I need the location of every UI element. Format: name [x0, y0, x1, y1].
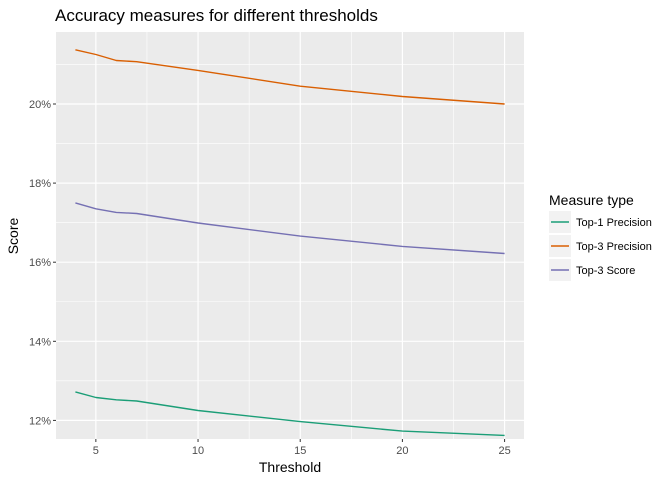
x-tick-label: 25	[498, 445, 510, 457]
legend-label-top-3-precision: Top-3 Precision	[576, 241, 652, 253]
legend-title: Measure type	[549, 192, 634, 208]
chart-title: Accuracy measures for different threshol…	[55, 6, 378, 25]
x-axis-title: Threshold	[259, 459, 321, 475]
series-line-top-1-precision	[75, 391, 505, 437]
x-tick-label: 10	[192, 445, 204, 457]
x-tick-label: 15	[294, 445, 306, 457]
x-axis: 5 10 15 20 25	[93, 439, 511, 457]
series-lines	[75, 49, 505, 437]
legend-label-top-3-score: Top-3 Score	[576, 265, 635, 277]
x-tick-label: 20	[396, 445, 408, 457]
series-line-top-3-score	[75, 202, 505, 255]
y-tick-label: 20%	[29, 99, 51, 111]
legend-label-top-1-precision: Top-1 Precision	[576, 217, 652, 229]
y-tick-label: 14%	[29, 336, 51, 348]
y-tick-label: 12%	[29, 415, 51, 427]
legend: Measure type Top-1 Precision Top-3 Precis…	[549, 192, 652, 281]
y-axis-title: Score	[5, 218, 21, 255]
y-tick-label: 18%	[29, 178, 51, 190]
series-line-top-3-precision	[75, 49, 505, 105]
y-tick-label: 16%	[29, 257, 51, 269]
x-tick-label: 5	[93, 445, 99, 457]
plot-panel	[56, 32, 524, 439]
y-axis: 12% 14% 16% 18% 20%	[29, 99, 56, 427]
